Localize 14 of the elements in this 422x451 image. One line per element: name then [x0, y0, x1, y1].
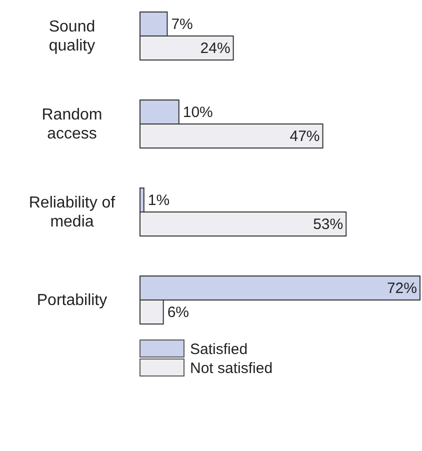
data-label: 53% [313, 216, 344, 233]
data-label: 10% [182, 104, 213, 121]
legend-label: Satisfied [190, 341, 248, 358]
y-tick-label: Reliability of media [28, 194, 116, 230]
data-label: 6% [167, 304, 190, 321]
y-tick-label: Sound quality [48, 18, 96, 54]
data-label: 24% [200, 40, 230, 57]
data-label: 1% [148, 192, 170, 209]
legend-label: Not satisfied [190, 360, 273, 377]
y-tick-label: Random access [42, 106, 102, 142]
data-label: 47% [290, 128, 320, 145]
y-tick-label: Portability [36, 292, 108, 309]
data-label: 7% [171, 16, 193, 33]
data-label: 72% [386, 280, 417, 297]
